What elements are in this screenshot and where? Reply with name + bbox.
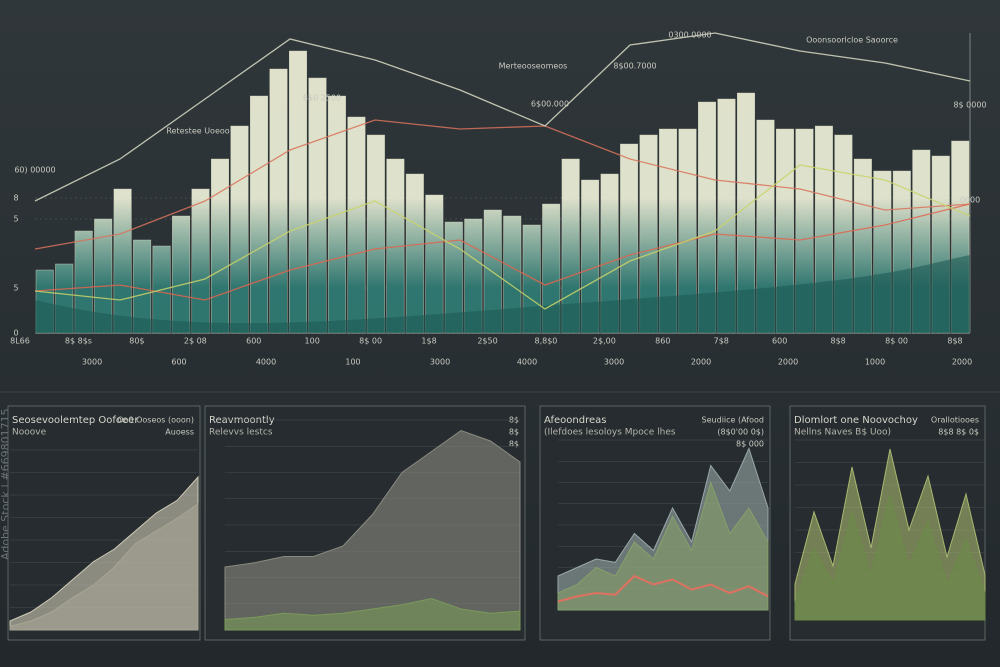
panel-label: 8$ xyxy=(509,440,519,449)
x-tick-label: 100 xyxy=(345,358,360,367)
panel-title: Reavmoontly xyxy=(209,415,275,426)
bar xyxy=(347,116,366,334)
annotation: Ooonsoorlcloe Saoorce xyxy=(806,36,898,45)
bar xyxy=(230,125,249,334)
annotation: 0000 xyxy=(960,196,980,205)
bar xyxy=(308,77,327,334)
bar xyxy=(113,188,132,334)
panel-subtitle: Relevvs lestcs xyxy=(209,428,273,438)
x-tick-label: 8L66 xyxy=(10,337,30,346)
panel-label: Seudiice (Afood xyxy=(702,416,764,425)
x-tick-label: 2000 xyxy=(952,358,972,367)
bar xyxy=(191,188,210,334)
x-tick-label: 2000 xyxy=(778,358,798,367)
annotation: 0300 0000 xyxy=(668,31,711,40)
area xyxy=(224,429,521,631)
area xyxy=(224,597,521,631)
trend-line xyxy=(34,164,971,310)
x-tick-label: 8$8 xyxy=(947,337,962,346)
bar xyxy=(250,95,268,334)
area xyxy=(794,493,986,621)
x-tick-label: 100 xyxy=(305,337,320,346)
x-tick-label: 600 xyxy=(171,358,186,367)
annotation: 8$0 2500 xyxy=(303,94,341,103)
panel-label: Oo0 Ooseos (ooon) xyxy=(117,416,194,425)
x-tick-label: 2$50 xyxy=(477,337,497,346)
bar xyxy=(366,134,385,334)
annotation: 6$00.000 xyxy=(531,100,569,109)
panel-subtitle: (Ilefdoes lesoloys Mpoce lhes xyxy=(544,428,676,438)
trend-line xyxy=(34,203,971,301)
panel-label: Auoess xyxy=(165,428,194,437)
trend-line xyxy=(34,119,971,250)
x-tick-label: 2000 xyxy=(691,358,711,367)
x-tick-label: 4000 xyxy=(517,358,537,367)
x-tick-label: 3000 xyxy=(430,358,450,367)
x-tick-label: 8,8$0 xyxy=(534,337,557,346)
panel-label: (8$0'00 0$) xyxy=(717,428,764,437)
panel-subtitle: Nellns Naves B$ Uoo) xyxy=(794,428,891,438)
annotation: 8$ 0000 xyxy=(953,101,986,110)
panel-title: Afeoondreas xyxy=(544,415,606,426)
annotation: Merteooseomeos xyxy=(499,62,568,71)
x-tick-label: 1000 xyxy=(865,358,885,367)
y-tick-label: 5 xyxy=(13,215,18,224)
x-tick-label: 1$8 xyxy=(421,337,436,346)
bar xyxy=(405,173,424,334)
x-tick-label: 2$,00 xyxy=(593,337,616,346)
panel-label: 8$ 000 xyxy=(736,440,764,449)
x-tick-label: 7$8 xyxy=(714,337,729,346)
x-tick-label: 3000 xyxy=(604,358,624,367)
x-tick-label: 860 xyxy=(655,337,670,346)
teal-band xyxy=(35,255,970,333)
bar xyxy=(269,68,288,334)
panel-title: Seosevoolemtep Oofoeer xyxy=(12,415,139,426)
x-tick-label: 4000 xyxy=(256,358,276,367)
panel-label: 8$ xyxy=(509,428,519,437)
annotation: Retestee Uoeoo xyxy=(166,127,229,136)
area xyxy=(9,503,199,631)
x-tick-label: 8$ 00 xyxy=(885,337,908,346)
bar xyxy=(425,194,444,334)
x-tick-label: 2$ 08 xyxy=(184,337,207,346)
area xyxy=(557,480,769,611)
x-tick-label: 3000 xyxy=(82,358,102,367)
line xyxy=(557,574,769,603)
x-tick-label: 8$ 00 xyxy=(359,337,382,346)
panel-title: Dlomlort one Noovochoy xyxy=(794,415,918,426)
x-tick-label: 80$ xyxy=(129,337,144,346)
panel-subtitle: Nooove xyxy=(12,428,47,438)
bar xyxy=(211,158,229,334)
annotation: 8$00.7000 xyxy=(613,62,656,71)
y-tick-label: 5 xyxy=(13,284,18,293)
panel-label: 8$8 8$ 0$ xyxy=(938,428,979,437)
x-tick-label: 600 xyxy=(246,337,261,346)
x-tick-label: 8$ 8$s xyxy=(65,337,92,346)
y-tick-label: 8 xyxy=(13,194,18,203)
annotation: 60) 00000 xyxy=(14,166,55,175)
y-tick-label: 0 xyxy=(13,329,18,338)
trend-line xyxy=(34,32,971,202)
panel-label: Orallotiooes xyxy=(931,416,979,425)
bar xyxy=(172,215,191,334)
x-tick-label: 600 xyxy=(772,337,787,346)
x-tick-label: 8$8 xyxy=(830,337,845,346)
